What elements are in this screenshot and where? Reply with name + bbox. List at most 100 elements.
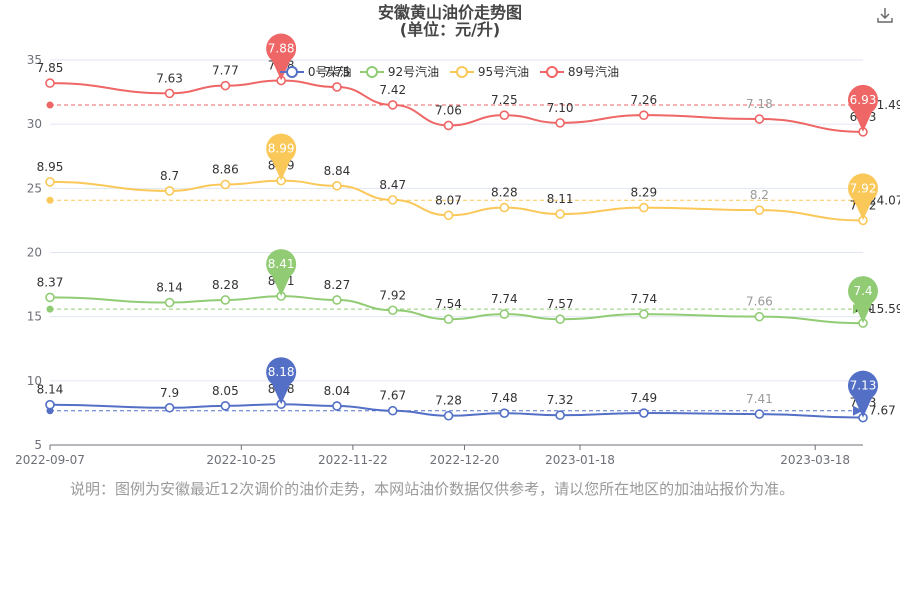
data-label: 8.84 (324, 164, 351, 178)
data-label: 8.2 (750, 188, 769, 202)
min-marker-shape (848, 370, 879, 418)
max-marker: 8.18 (266, 357, 297, 405)
average-line-arrow (853, 405, 863, 416)
legend-label: 89号汽油 (564, 65, 620, 79)
max-marker-label: 7.88 (268, 42, 295, 56)
data-label: 8.28 (491, 186, 518, 200)
max-marker: 7.88 (266, 33, 297, 81)
max-marker-shape (266, 357, 297, 405)
series-line (49, 79, 864, 133)
max-marker-label: 8.99 (268, 142, 295, 156)
note-text: 说明：图例为安徽最近12次调价的油价走势，本网站油价数据仅供参考，请以您所在地区… (70, 480, 795, 498)
data-label: 7.28 (435, 394, 462, 408)
data-label: 7.48 (491, 391, 518, 405)
series-line (49, 179, 864, 222)
data-label: 7.74 (630, 292, 657, 306)
series-line (49, 295, 864, 325)
x-tick-label: 2022-12-20 (430, 453, 500, 467)
data-point (332, 401, 342, 411)
data-label: 7.25 (491, 93, 518, 107)
y-tick-label: 15 (27, 310, 42, 324)
data-label: 8.7 (160, 169, 179, 183)
legend-label: 92号汽油 (384, 65, 440, 79)
y-tick-label: 30 (27, 117, 42, 131)
data-label: 7.77 (212, 64, 239, 78)
data-label: 8.11 (547, 192, 574, 206)
min-marker-shape (848, 276, 879, 324)
average-line-start (46, 196, 54, 204)
data-label: 7.06 (435, 103, 462, 117)
min-marker-shape (848, 84, 879, 132)
max-marker: 8.41 (266, 249, 297, 297)
max-marker-label: 8.41 (268, 257, 295, 271)
legend-label: 95号汽油 (474, 65, 530, 79)
data-label: 8.37 (37, 275, 64, 289)
data-point (220, 401, 231, 411)
data-point (754, 205, 765, 215)
y-tick-label: 10 (27, 374, 42, 388)
data-point (555, 118, 565, 128)
chart-title-line1: 安徽黄山油价走势图 (377, 3, 522, 22)
data-label: 7.41 (746, 392, 773, 406)
download-icon[interactable] (876, 6, 894, 24)
max-marker-shape (266, 33, 297, 81)
legend-swatch (360, 65, 384, 78)
min-marker-shape (848, 173, 879, 221)
data-point (220, 179, 231, 190)
data-point (639, 408, 649, 418)
max-marker-label: 8.18 (268, 365, 295, 379)
data-point (164, 402, 175, 413)
average-value-label: 24.07 (869, 193, 900, 207)
data-point (443, 410, 454, 421)
max-marker-shape (266, 133, 297, 181)
max-marker: 8.99 (266, 133, 297, 181)
data-label: 7.54 (435, 297, 462, 311)
max-marker-shape (266, 249, 297, 297)
data-point (220, 295, 231, 305)
legend-item[interactable]: 89号汽油 (540, 63, 619, 80)
min-marker: 7.13 (848, 370, 879, 418)
data-label: 7.67 (379, 389, 406, 403)
data-point (332, 295, 342, 305)
data-point (332, 82, 342, 92)
data-label: 8.29 (630, 186, 657, 200)
data-label: 7.63 (156, 71, 183, 85)
legend-swatch (540, 65, 564, 78)
data-label: 7.18 (746, 97, 773, 111)
data-point (754, 114, 765, 124)
data-label: 8.95 (37, 160, 64, 174)
min-marker-label: 6.93 (850, 93, 877, 107)
data-point (639, 309, 649, 319)
min-marker-label: 7.13 (850, 379, 877, 393)
data-label: 8.05 (212, 384, 239, 398)
x-tick-label: 2022-09-07 (15, 453, 85, 467)
data-point (754, 409, 765, 419)
series-line (49, 403, 864, 419)
data-point (499, 110, 510, 120)
data-label: 7.49 (630, 391, 657, 405)
data-label: 8.14 (156, 281, 183, 295)
data-point (387, 305, 398, 316)
min-marker: 7.92 (848, 173, 879, 221)
y-tick-label: 25 (27, 181, 42, 195)
min-marker-label: 7.92 (850, 181, 877, 195)
legend-item[interactable]: 92号汽油 (360, 63, 439, 80)
average-value-label: 15.59 (869, 302, 900, 316)
data-label: 7.85 (37, 61, 64, 75)
data-point (164, 88, 175, 99)
data-label: 8.27 (324, 278, 351, 292)
data-point (387, 100, 398, 110)
min-marker-label: 7.4 (853, 284, 872, 298)
data-label: 8.07 (435, 193, 462, 207)
data-point (443, 120, 454, 131)
data-label: 7.74 (491, 292, 518, 306)
x-tick-label: 2023-03-18 (780, 453, 850, 467)
legend-item[interactable]: 0号柴油 (280, 63, 351, 80)
data-label: 7.9 (160, 386, 179, 400)
data-label: 8.28 (212, 278, 239, 292)
data-point (45, 78, 55, 88)
legend-item[interactable]: 95号汽油 (450, 63, 529, 80)
data-point (332, 180, 342, 191)
data-label: 8.86 (212, 162, 239, 176)
y-tick-label: 20 (27, 246, 42, 260)
